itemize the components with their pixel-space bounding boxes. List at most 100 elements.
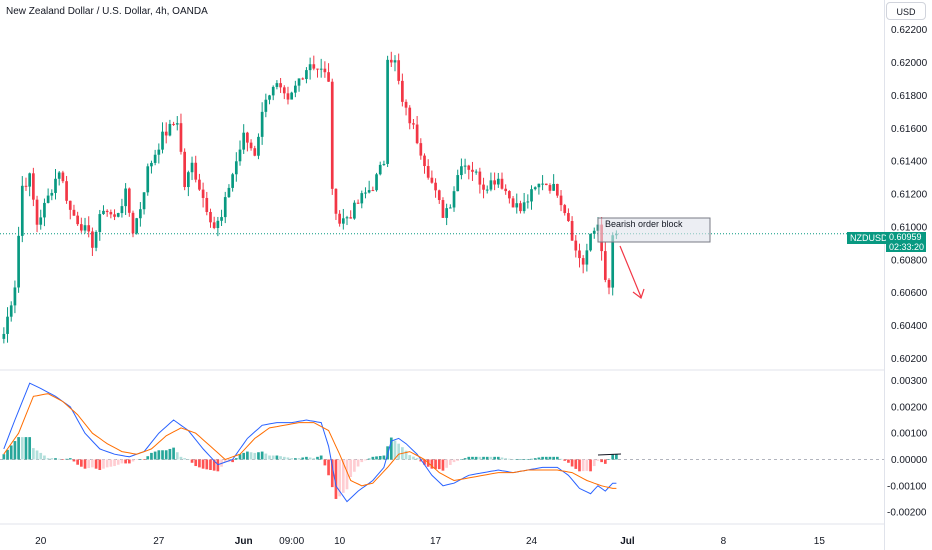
candle-body (98, 214, 102, 233)
time-tick-label: 15 (814, 536, 826, 547)
chart-title: New Zealand Dollar / U.S. Dollar, 4h, OA… (6, 6, 208, 17)
histogram-bar (113, 459, 116, 467)
histogram-bar (408, 455, 412, 460)
histogram-bar (43, 455, 46, 460)
histogram-bar (190, 459, 194, 463)
histogram-bar (412, 456, 415, 460)
candle-body (113, 214, 116, 217)
candle-body (308, 64, 312, 71)
candle-body (212, 222, 216, 228)
histogram-bar (585, 459, 589, 471)
price-tick-label: 0.62000 (891, 58, 928, 69)
candle-body (87, 225, 91, 232)
histogram-bar (478, 456, 482, 460)
histogram-bar (46, 458, 50, 460)
histogram-bar (61, 459, 65, 460)
histogram-bar (330, 459, 334, 488)
histogram-bar (257, 452, 260, 460)
candle-body (205, 197, 209, 212)
price-tick-label: 0.61600 (891, 124, 928, 135)
candle-body (164, 131, 168, 136)
candle-body (168, 123, 172, 136)
candle-body (24, 185, 28, 187)
bar-countdown: 02:33:20 (889, 242, 925, 252)
histogram-bar (268, 455, 271, 460)
histogram-bar (242, 452, 246, 460)
histogram-bar (504, 458, 508, 460)
histogram-bar (603, 459, 607, 464)
histogram-bar (142, 459, 146, 460)
histogram-bar (72, 459, 76, 462)
histogram-bar (32, 448, 35, 460)
candle-body (271, 86, 275, 96)
histogram-bar (209, 459, 212, 470)
candle-body (209, 211, 212, 223)
candle-body (489, 180, 493, 190)
histogram-bar (592, 459, 596, 467)
histogram-bar (246, 451, 249, 460)
histogram-bar (35, 450, 39, 460)
histogram-bar (65, 458, 68, 460)
histogram-bar (463, 458, 467, 460)
histogram-bar (460, 459, 463, 460)
histogram-bar (297, 458, 301, 460)
histogram-bar (375, 456, 378, 460)
currency-button[interactable]: USD (886, 2, 926, 20)
histogram-bar (109, 459, 113, 467)
candle-body (570, 221, 574, 241)
candle-body (356, 202, 360, 204)
candle-body (175, 123, 179, 125)
candle-body (2, 333, 6, 339)
candle-body (508, 191, 511, 199)
histogram-bar (161, 450, 164, 460)
histogram-bar (249, 452, 253, 460)
histogram-bar (87, 459, 91, 469)
histogram-bar (76, 459, 79, 465)
histogram-bar (578, 459, 581, 472)
candle-body (223, 197, 227, 218)
macd-tick-label: 0.00300 (891, 376, 928, 387)
histogram-bar (2, 454, 6, 460)
histogram-bar (183, 458, 186, 460)
price-tick-label: 0.61800 (891, 91, 928, 102)
candle-body (201, 189, 205, 198)
histogram-bar (511, 459, 515, 460)
candle-body (496, 178, 500, 185)
time-tick-label: 10 (334, 536, 346, 547)
time-tick-label: 8 (721, 536, 727, 547)
candle-body (139, 209, 142, 219)
histogram-bar (131, 459, 135, 462)
candle-body (552, 183, 555, 191)
candle-body (294, 85, 297, 93)
macd-tick-label: 0.00200 (891, 402, 928, 413)
order-block-rectangle[interactable] (597, 217, 711, 243)
candle-body (124, 188, 127, 207)
histogram-bar (157, 450, 161, 460)
bearish-arrow[interactable] (619, 245, 642, 298)
histogram-bar (530, 458, 533, 460)
candle-body (426, 166, 430, 178)
histogram-bar (434, 459, 437, 469)
histogram-bar (316, 456, 319, 460)
price-tick-label: 0.60600 (891, 288, 928, 299)
candle-body (275, 83, 279, 87)
histogram-bar (28, 437, 32, 460)
candle-body (556, 183, 559, 196)
histogram-bar (187, 459, 190, 460)
candle-body (6, 316, 9, 334)
price-tick-label: 0.61400 (891, 157, 928, 168)
candle-body (65, 181, 68, 201)
histogram-bar (430, 459, 434, 469)
histogram-bar (201, 459, 205, 469)
candle-body (264, 99, 268, 112)
candle-body (548, 185, 552, 191)
histogram-bar (116, 459, 120, 465)
candle-body (105, 210, 109, 213)
candle-body (282, 87, 286, 94)
candle-body (253, 148, 257, 156)
histogram-bar (360, 459, 364, 463)
histogram-bar (146, 456, 150, 460)
histogram-bar (124, 459, 127, 464)
histogram-bar (615, 454, 618, 460)
